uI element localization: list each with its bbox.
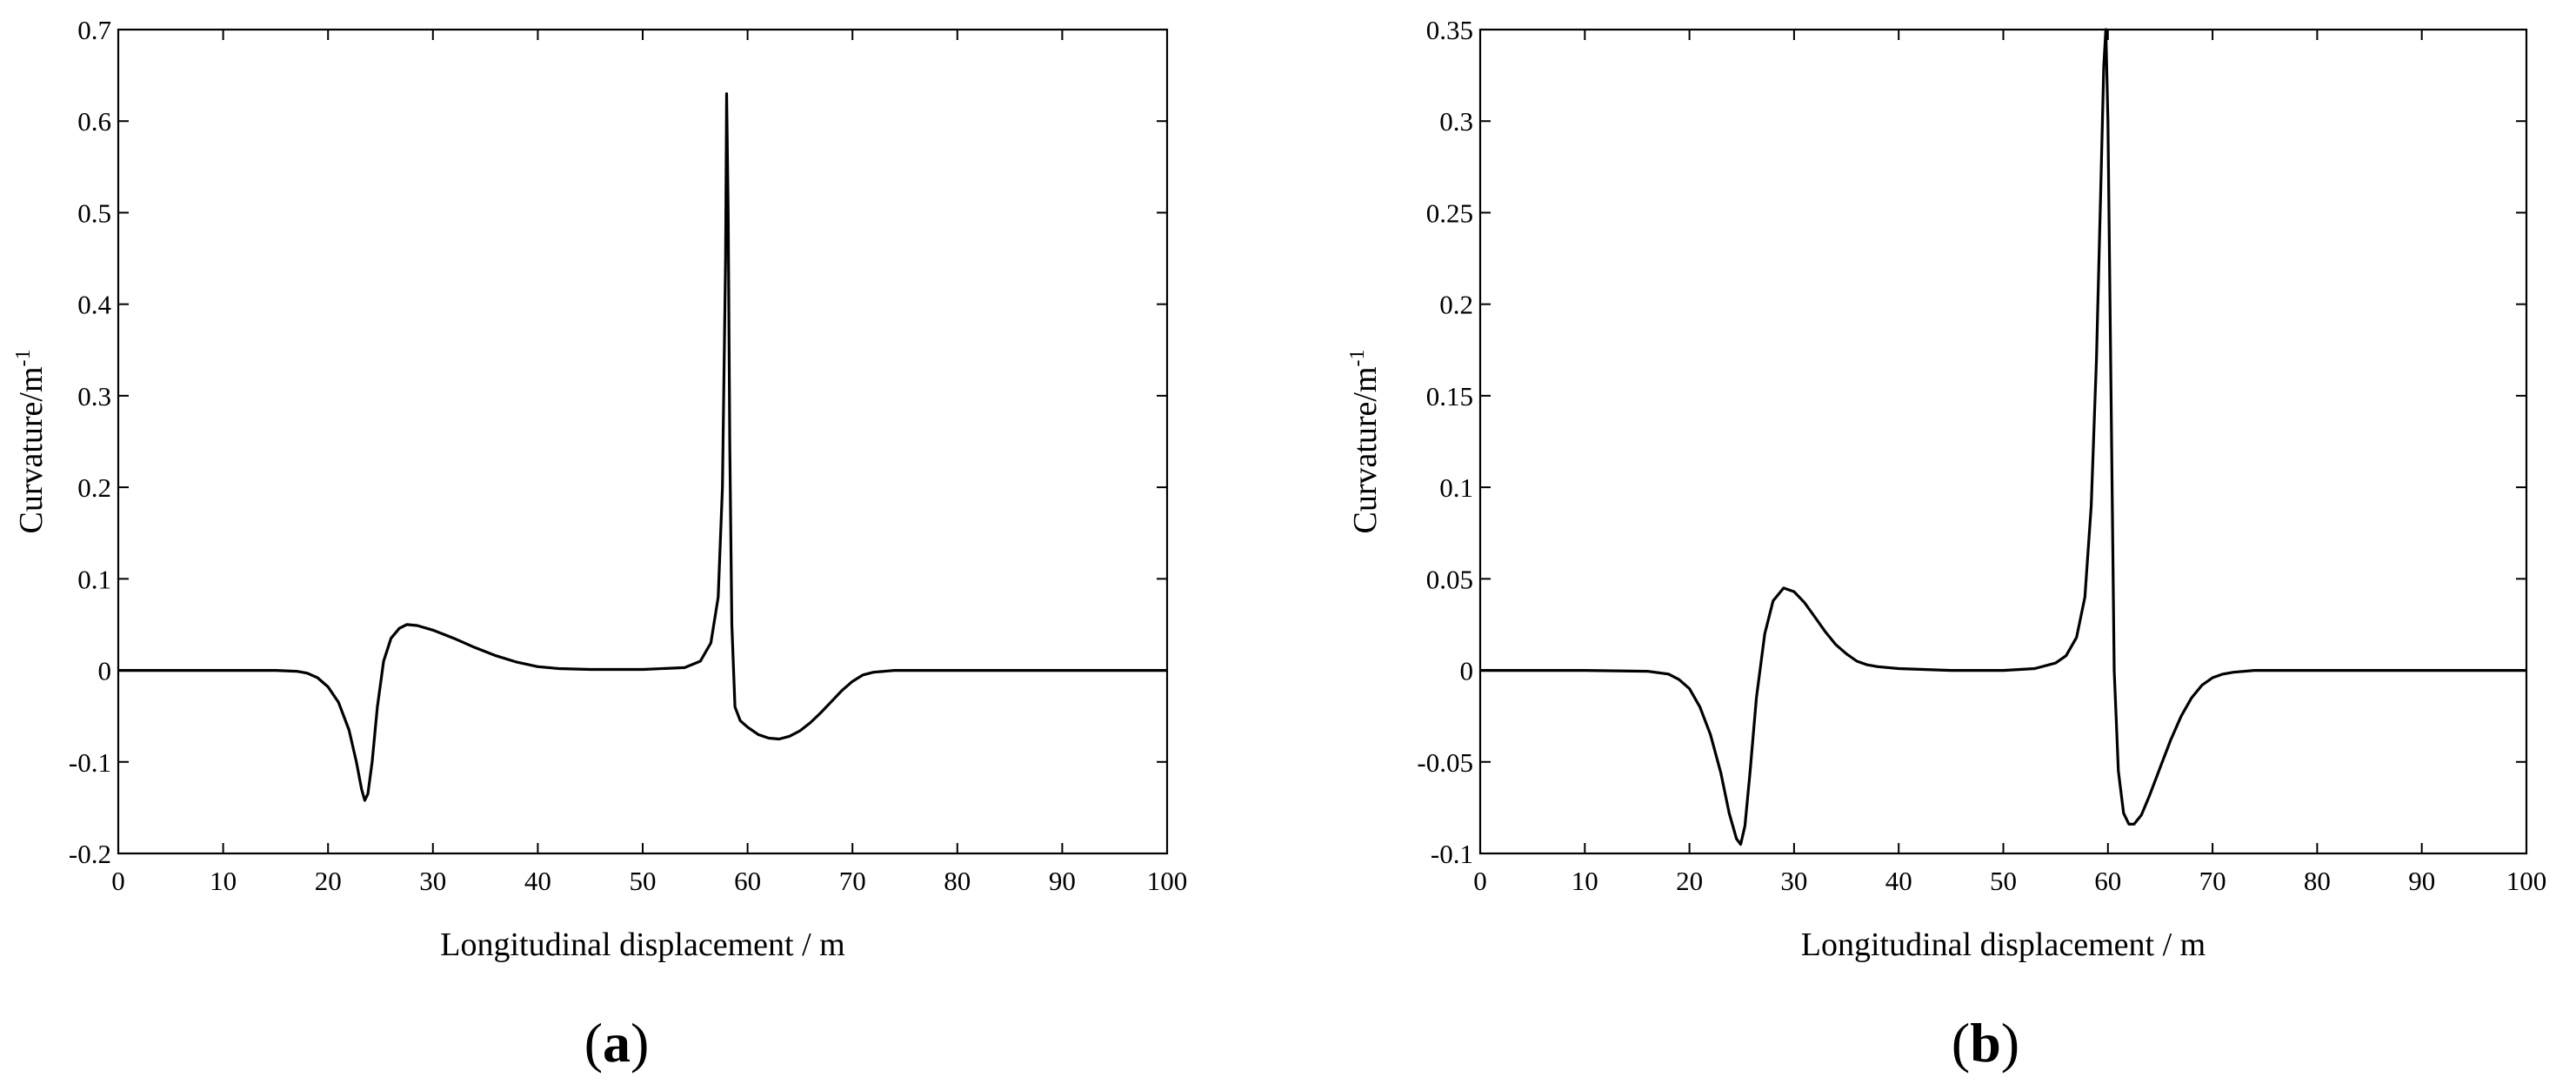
x-tick-label: 50	[630, 866, 657, 896]
x-tick-label: 70	[839, 866, 866, 896]
x-tick-label: 100	[2506, 866, 2547, 896]
x-tick-label: 20	[315, 866, 342, 896]
y-axis-label-superscript: -1	[12, 349, 35, 366]
y-axis-label-text: Curvature/m	[13, 366, 50, 533]
x-tick-label: 50	[1990, 866, 2017, 896]
series-line	[118, 94, 1167, 800]
y-tick-label: 0.4	[77, 290, 111, 320]
panel-label-close-paren: )	[631, 1012, 649, 1074]
panel-label: (b)	[1952, 1012, 2019, 1074]
x-tick-label: 30	[419, 866, 446, 896]
y-axis-label: Curvature/m-1	[12, 349, 50, 533]
y-tick-label: 0.35	[1426, 15, 1473, 45]
chart-panel-a: 0 10 20 30 40 50 60 70 80 90 100 -0.2 -0.1 0 0.1 0.2 0.3…	[12, 15, 1187, 1074]
x-tick-label: 40	[524, 866, 551, 896]
series-line	[1480, 30, 2526, 845]
y-tick-label: 0	[98, 656, 112, 686]
y-tick-label: -0.2	[69, 839, 111, 869]
panel-label-open-paren: (	[1952, 1012, 1970, 1074]
panel-label: (a)	[584, 1012, 650, 1074]
panel-label-letter: a	[603, 1012, 631, 1074]
y-axis-label-text: Curvature/m	[1347, 366, 1384, 533]
y-tick-label: -0.1	[1431, 839, 1473, 869]
x-tick-label: 10	[210, 866, 237, 896]
x-axis-label: Longitudinal displacement / m	[1801, 927, 2206, 963]
y-tick-label: 0.1	[1439, 472, 1473, 503]
x-tick-label: 0	[111, 866, 125, 896]
chart-panel-b: 0 10 20 30 40 50 60 70 80 90 100 -0.1 -0.05 0 0.05 0.1 0…	[1346, 15, 2546, 1074]
y-tick-label: 0.2	[77, 472, 111, 503]
x-axis-label: Longitudinal displacement / m	[440, 927, 844, 963]
y-tick-label: 0.7	[77, 15, 111, 45]
x-tick-label: 90	[2408, 866, 2435, 896]
x-tick-label: 20	[1676, 866, 1703, 896]
y-tick-label: 0.05	[1426, 564, 1473, 594]
x-tick-label: 70	[2199, 866, 2226, 896]
panel-label-letter: b	[1970, 1012, 2001, 1074]
panel-label-close-paren: )	[2001, 1012, 2019, 1074]
plot-frame	[118, 30, 1167, 853]
y-tick-label: 0.2	[1439, 290, 1473, 320]
x-tick-label: 80	[2304, 866, 2331, 896]
panel-label-open-paren: (	[584, 1012, 603, 1074]
y-tick-label: 0.5	[77, 197, 111, 228]
x-tick-label: 0	[1473, 866, 1487, 896]
x-tick-label: 90	[1049, 866, 1076, 896]
x-tick-label: 60	[2094, 866, 2121, 896]
x-tick-label: 10	[1572, 866, 1598, 896]
y-axis-label-superscript: -1	[1346, 349, 1369, 366]
x-tick-label: 80	[944, 866, 971, 896]
x-tick-label: 30	[1780, 866, 1807, 896]
y-tick-label: 0.25	[1426, 197, 1473, 228]
x-tick-label: 100	[1147, 866, 1188, 896]
y-tick-label: 0.1	[77, 564, 111, 594]
y-tick-label: 0	[1460, 656, 1474, 686]
plot-frame	[1480, 30, 2526, 853]
y-tick-label: 0.6	[77, 106, 111, 137]
y-axis-label: Curvature/m-1	[1346, 349, 1384, 533]
y-tick-label: -0.05	[1417, 747, 1473, 778]
y-tick-label: -0.1	[69, 747, 111, 778]
y-tick-label: 0.15	[1426, 381, 1473, 412]
x-tick-label: 40	[1885, 866, 1912, 896]
x-tick-label: 60	[734, 866, 761, 896]
y-tick-label: 0.3	[77, 381, 111, 412]
y-tick-label: 0.3	[1439, 106, 1473, 137]
